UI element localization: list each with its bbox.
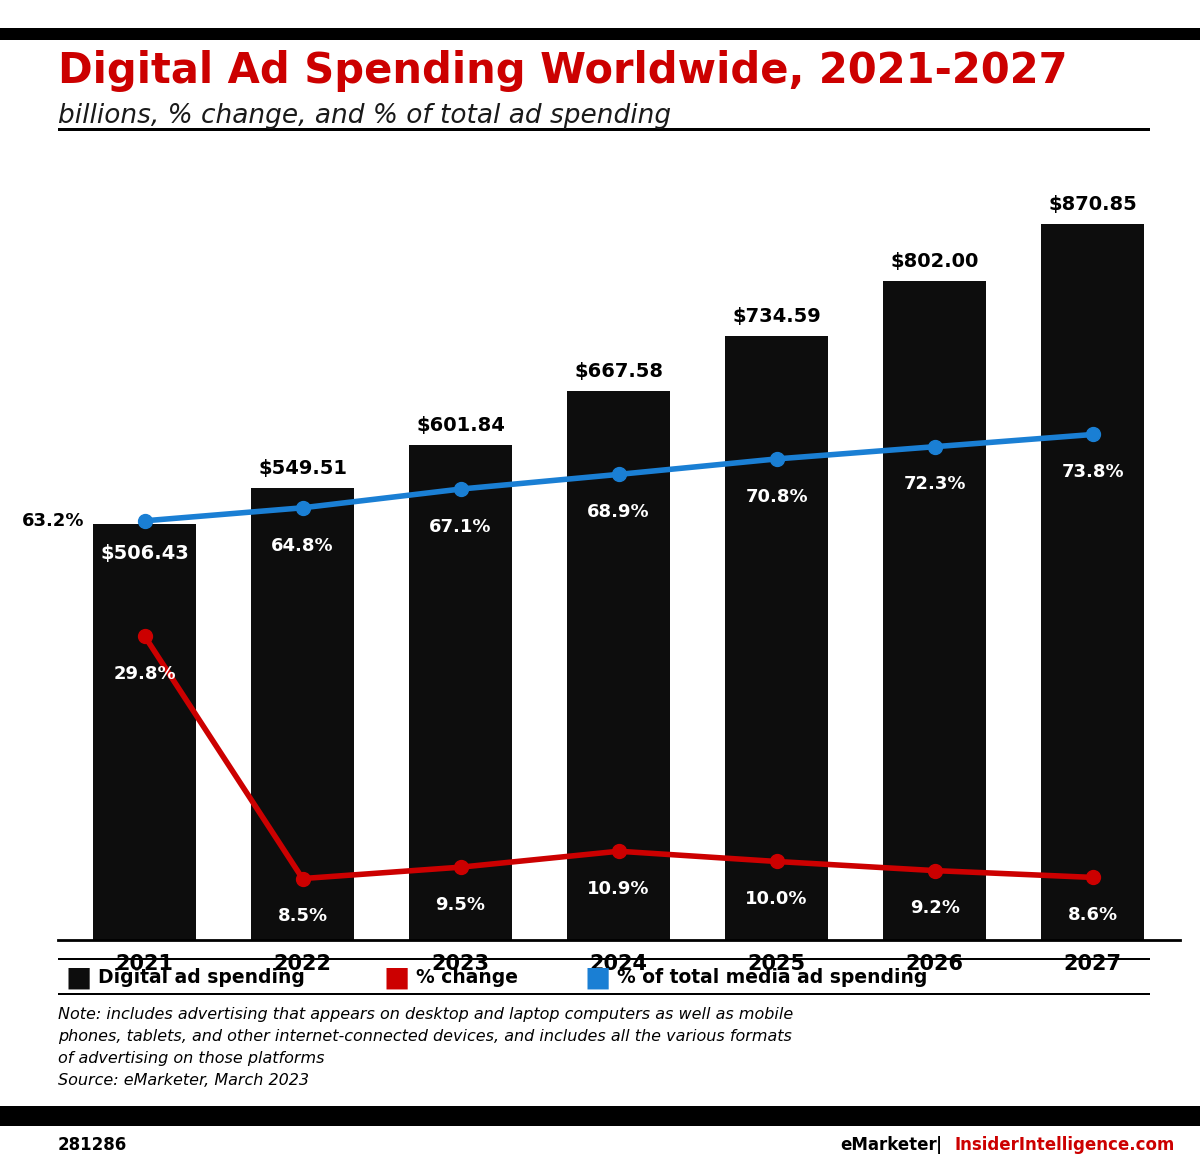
Text: $870.85: $870.85 bbox=[1049, 195, 1138, 214]
Bar bbox=[409, 445, 512, 940]
Bar bbox=[568, 391, 670, 940]
Text: 70.8%: 70.8% bbox=[745, 488, 808, 506]
Text: billions, % change, and % of total ad spending: billions, % change, and % of total ad sp… bbox=[58, 103, 671, 128]
Text: 67.1%: 67.1% bbox=[430, 517, 492, 536]
Text: 8.6%: 8.6% bbox=[1068, 906, 1117, 924]
Bar bbox=[883, 280, 986, 940]
Text: $802.00: $802.00 bbox=[890, 252, 979, 271]
Text: $734.59: $734.59 bbox=[732, 307, 821, 326]
Text: 10.9%: 10.9% bbox=[587, 880, 650, 898]
Text: $506.43: $506.43 bbox=[100, 544, 188, 563]
Text: ■: ■ bbox=[66, 964, 92, 992]
Text: % of total media ad spending: % of total media ad spending bbox=[617, 968, 928, 987]
Text: 29.8%: 29.8% bbox=[113, 665, 176, 683]
Text: eMarketer: eMarketer bbox=[840, 1136, 937, 1154]
Bar bbox=[251, 488, 354, 940]
Text: $667.58: $667.58 bbox=[574, 362, 664, 382]
Text: 10.0%: 10.0% bbox=[745, 890, 808, 909]
Text: 64.8%: 64.8% bbox=[271, 536, 334, 555]
Text: Digital Ad Spending Worldwide, 2021-2027: Digital Ad Spending Worldwide, 2021-2027 bbox=[58, 50, 1067, 92]
Text: 281286: 281286 bbox=[58, 1136, 127, 1154]
Text: % change: % change bbox=[416, 968, 518, 987]
Text: 73.8%: 73.8% bbox=[1061, 464, 1124, 481]
Text: 63.2%: 63.2% bbox=[22, 512, 84, 530]
Text: 8.5%: 8.5% bbox=[277, 908, 328, 925]
Text: 72.3%: 72.3% bbox=[904, 475, 966, 494]
Text: 9.2%: 9.2% bbox=[910, 899, 960, 917]
Text: 9.5%: 9.5% bbox=[436, 896, 486, 913]
Text: ■: ■ bbox=[584, 964, 611, 992]
Text: ■: ■ bbox=[384, 964, 410, 992]
Bar bbox=[1042, 224, 1144, 940]
Text: 68.9%: 68.9% bbox=[587, 503, 650, 521]
Bar bbox=[725, 336, 828, 940]
Text: Note: includes advertising that appears on desktop and laptop computers as well : Note: includes advertising that appears … bbox=[58, 1007, 793, 1089]
Bar bbox=[94, 523, 196, 940]
Text: |: | bbox=[936, 1136, 942, 1154]
Text: Digital ad spending: Digital ad spending bbox=[98, 968, 305, 987]
Text: $601.84: $601.84 bbox=[416, 417, 505, 436]
Text: $549.51: $549.51 bbox=[258, 459, 347, 479]
Text: InsiderIntelligence.com: InsiderIntelligence.com bbox=[954, 1136, 1175, 1154]
